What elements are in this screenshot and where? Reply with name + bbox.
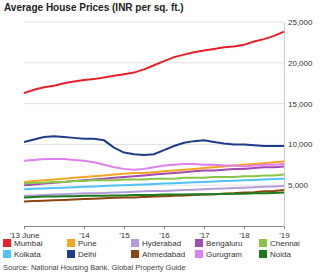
legend-swatch: [67, 239, 75, 247]
y-axis: 5,000 10,000 15,000 20,000 25,000: [284, 18, 313, 226]
grid-line: [24, 62, 284, 63]
grid-line: [24, 103, 284, 104]
y-tick: 15,000: [284, 100, 313, 109]
legend-swatch: [259, 250, 267, 258]
grid-line: [24, 22, 284, 23]
series-line: [24, 175, 284, 184]
legend-swatch: [3, 250, 11, 258]
legend-label: Pune: [78, 239, 97, 248]
legend-swatch: [131, 250, 139, 258]
legend-label: Chennai: [270, 239, 300, 248]
y-tick-label: 10,000: [288, 140, 313, 149]
grid: [24, 22, 284, 185]
y-tick-label: 25,000: [288, 18, 313, 27]
legend-label: Mumbai: [14, 239, 43, 248]
x-axis-line: [25, 227, 285, 230]
x-tick-mark: [24, 226, 25, 229]
x-tick: '15: [119, 226, 130, 240]
lines: [24, 32, 284, 202]
series-line: [24, 179, 284, 190]
y-tick: 10,000: [284, 140, 313, 149]
y-tick: 20,000: [284, 59, 313, 68]
series-line: [24, 32, 284, 93]
series-line: [24, 166, 284, 185]
legend-label: Gurugram: [206, 250, 242, 259]
x-tick-mark: [164, 226, 165, 229]
x-tick: '18: [239, 226, 250, 240]
legend-label: Delhi: [78, 250, 96, 259]
series-line: [24, 159, 284, 170]
legend: Mumbai Pune Hyderabad Bengaluru Chennai Kolka…: [3, 239, 300, 259]
title: Average House Prices (INR per sq. ft.): [4, 2, 184, 13]
legend-swatch: [67, 250, 75, 258]
chart: Average House Prices (INR per sq. ft.) '1…: [0, 0, 324, 274]
x-tick: '17: [199, 226, 210, 240]
x-tick-mark: [124, 226, 125, 229]
x-axis: '13 June '14 '15 '16 '17 '18 '19: [10, 226, 291, 240]
x-tick-mark: [84, 226, 85, 229]
y-tick: 25,000: [284, 18, 313, 27]
legend-swatch: [259, 239, 267, 247]
y-tick-label: 20,000: [288, 59, 313, 68]
y-tick: 5,000: [284, 181, 309, 190]
legend-swatch: [195, 250, 203, 258]
series-line: [24, 193, 284, 198]
source: Source: National Housing Bank, Global Pr…: [3, 263, 186, 272]
x-tick: '14: [79, 226, 90, 240]
x-tick: '16: [159, 226, 170, 240]
x-tick-label: '15: [119, 231, 130, 240]
legend-label: Noida: [270, 250, 291, 259]
legend-swatch: [195, 239, 203, 247]
x-tick-mark: [204, 226, 205, 229]
series-line: [24, 190, 284, 201]
legend-swatch: [131, 239, 139, 247]
x-tick: '13 June: [10, 226, 41, 240]
legend-label: Ahmedabad: [142, 250, 185, 259]
series-line: [24, 136, 284, 155]
x-tick: '19: [279, 226, 290, 240]
legend-label: Hyderabad: [142, 239, 181, 248]
legend-label: Kolkata: [14, 250, 41, 259]
y-tick-label: 5,000: [288, 181, 309, 190]
y-axis-line: [284, 23, 285, 227]
x-tick-mark: [244, 226, 245, 229]
legend-swatch: [3, 239, 11, 247]
legend-label: Bengaluru: [206, 239, 242, 248]
y-tick-label: 15,000: [288, 100, 313, 109]
